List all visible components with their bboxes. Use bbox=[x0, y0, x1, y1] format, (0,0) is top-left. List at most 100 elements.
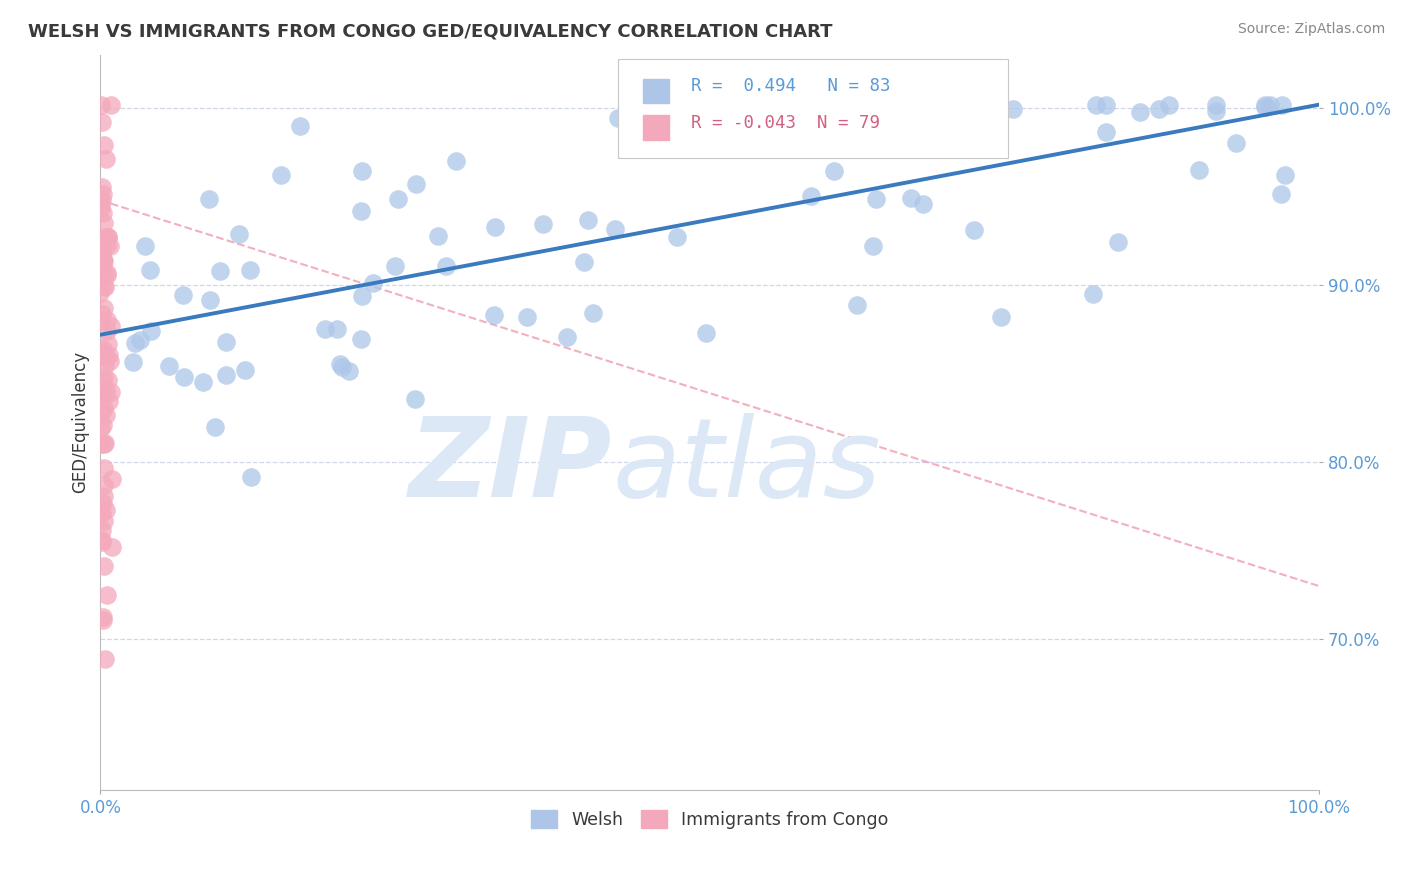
Point bbox=[134, 239, 156, 253]
Point bbox=[93, 436, 115, 450]
Point bbox=[93, 253, 115, 268]
Point bbox=[173, 370, 195, 384]
Point bbox=[157, 359, 180, 374]
Point bbox=[90, 314, 112, 328]
Point bbox=[93, 138, 115, 153]
Point bbox=[91, 614, 114, 628]
Point bbox=[240, 470, 263, 484]
Point bbox=[90, 197, 112, 211]
Point bbox=[96, 268, 118, 282]
Point bbox=[198, 193, 221, 207]
Point bbox=[605, 222, 627, 236]
Point bbox=[990, 310, 1012, 324]
Point bbox=[100, 384, 122, 399]
Point bbox=[404, 392, 426, 406]
Point bbox=[1147, 103, 1170, 117]
Point bbox=[191, 375, 214, 389]
Point bbox=[482, 308, 505, 322]
Point bbox=[94, 503, 117, 517]
Point bbox=[329, 357, 352, 371]
Point bbox=[350, 332, 373, 346]
Point bbox=[91, 347, 114, 361]
Point bbox=[352, 164, 374, 178]
Point bbox=[93, 279, 115, 293]
Point bbox=[387, 192, 409, 206]
Point bbox=[772, 130, 794, 145]
Point bbox=[94, 359, 117, 374]
Point bbox=[90, 387, 112, 401]
Point bbox=[516, 310, 538, 324]
Point bbox=[93, 216, 115, 230]
Point bbox=[100, 97, 122, 112]
Point bbox=[91, 252, 114, 267]
Point bbox=[1258, 97, 1281, 112]
Point bbox=[270, 168, 292, 182]
Point bbox=[94, 436, 117, 450]
Point bbox=[94, 408, 117, 422]
Point bbox=[1271, 97, 1294, 112]
Point bbox=[98, 239, 121, 253]
Point bbox=[91, 377, 114, 392]
Point bbox=[405, 178, 427, 192]
Point bbox=[215, 368, 238, 382]
Point bbox=[96, 238, 118, 252]
Point bbox=[91, 115, 114, 129]
Point bbox=[666, 229, 689, 244]
Point bbox=[91, 186, 114, 201]
Point bbox=[963, 223, 986, 237]
Text: ZIP: ZIP bbox=[409, 413, 612, 520]
Point bbox=[91, 206, 114, 220]
Point bbox=[823, 164, 845, 178]
Point bbox=[1253, 97, 1275, 112]
Point bbox=[1095, 125, 1118, 139]
Point bbox=[1205, 97, 1227, 112]
Point bbox=[572, 255, 595, 269]
Point bbox=[90, 421, 112, 435]
Point bbox=[93, 514, 115, 528]
Point bbox=[90, 437, 112, 451]
Point bbox=[90, 97, 112, 112]
Point bbox=[91, 610, 114, 624]
Point bbox=[89, 285, 111, 300]
Point bbox=[91, 534, 114, 549]
Point bbox=[91, 252, 114, 267]
Point bbox=[865, 192, 887, 206]
Point bbox=[96, 588, 118, 602]
Legend: Welsh, Immigrants from Congo: Welsh, Immigrants from Congo bbox=[524, 804, 894, 836]
Point bbox=[94, 386, 117, 401]
Point bbox=[782, 131, 804, 145]
Point bbox=[97, 229, 120, 244]
Bar bbox=[643, 78, 669, 103]
Point bbox=[93, 370, 115, 384]
Point bbox=[91, 257, 114, 271]
Point bbox=[93, 401, 115, 415]
Point bbox=[1225, 136, 1247, 151]
Point bbox=[198, 293, 221, 307]
Point bbox=[90, 235, 112, 249]
Point bbox=[94, 230, 117, 244]
Point bbox=[1128, 104, 1150, 119]
Point bbox=[96, 351, 118, 366]
Point bbox=[384, 259, 406, 273]
Point bbox=[350, 204, 373, 219]
Point bbox=[800, 188, 823, 202]
Point bbox=[330, 359, 353, 374]
Point bbox=[363, 276, 385, 290]
Point bbox=[91, 180, 114, 194]
Point bbox=[172, 287, 194, 301]
Point bbox=[444, 154, 467, 169]
Point bbox=[1188, 163, 1211, 178]
Point bbox=[139, 263, 162, 277]
Point bbox=[314, 322, 336, 336]
Point bbox=[350, 289, 373, 303]
Point bbox=[96, 152, 118, 166]
Point bbox=[1205, 104, 1227, 119]
Point bbox=[97, 373, 120, 387]
Point bbox=[98, 354, 121, 368]
Point bbox=[91, 507, 114, 521]
Point bbox=[90, 202, 112, 216]
Point bbox=[100, 318, 122, 333]
Point bbox=[607, 111, 630, 125]
Point bbox=[96, 324, 118, 338]
Point bbox=[215, 334, 238, 349]
